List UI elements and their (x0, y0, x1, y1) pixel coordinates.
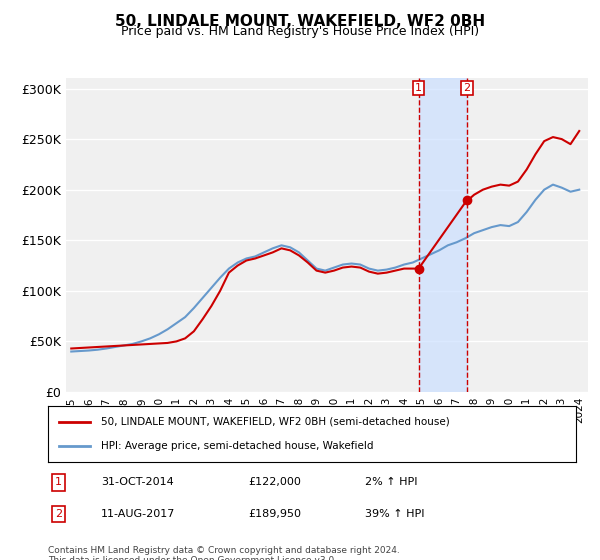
Text: £122,000: £122,000 (248, 478, 302, 488)
Text: 1: 1 (415, 83, 422, 93)
Text: 2: 2 (464, 83, 470, 93)
Text: Contains HM Land Registry data © Crown copyright and database right 2024.
This d: Contains HM Land Registry data © Crown c… (48, 546, 400, 560)
Text: 2: 2 (55, 509, 62, 519)
Text: 11-AUG-2017: 11-AUG-2017 (101, 509, 175, 519)
Text: 1: 1 (55, 478, 62, 488)
Bar (419, 78, 467, 392)
Text: Price paid vs. HM Land Registry's House Price Index (HPI): Price paid vs. HM Land Registry's House … (121, 25, 479, 38)
Text: HPI: Average price, semi-detached house, Wakefield: HPI: Average price, semi-detached house,… (101, 441, 373, 451)
Text: 50, LINDALE MOUNT, WAKEFIELD, WF2 0BH: 50, LINDALE MOUNT, WAKEFIELD, WF2 0BH (115, 14, 485, 29)
Text: 2% ↑ HPI: 2% ↑ HPI (365, 478, 418, 488)
Text: £189,950: £189,950 (248, 509, 302, 519)
Text: 50, LINDALE MOUNT, WAKEFIELD, WF2 0BH (semi-detached house): 50, LINDALE MOUNT, WAKEFIELD, WF2 0BH (s… (101, 417, 449, 427)
Text: 39% ↑ HPI: 39% ↑ HPI (365, 509, 424, 519)
Text: 31-OCT-2014: 31-OCT-2014 (101, 478, 173, 488)
